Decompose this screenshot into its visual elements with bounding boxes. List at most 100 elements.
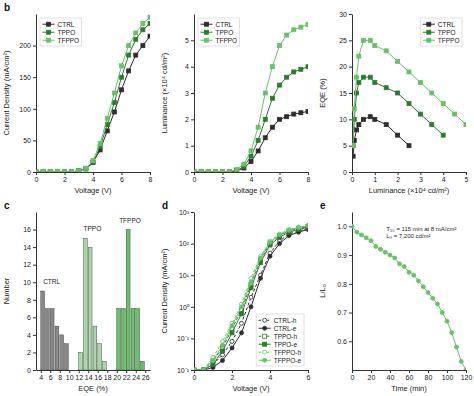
- annotation-line: L₀ = 7,200 cd/m²: [386, 233, 430, 239]
- point: [120, 64, 124, 68]
- tick-mark: [390, 370, 391, 373]
- point: [141, 44, 145, 48]
- axis-line: [194, 15, 195, 173]
- tick-label: 6: [278, 176, 282, 183]
- point: [240, 305, 244, 309]
- tick-label: 10: [66, 374, 74, 381]
- point: [407, 144, 411, 148]
- legend-marker: [427, 38, 431, 42]
- tick-mark: [33, 265, 36, 266]
- tick: 24: [132, 370, 140, 381]
- tick-label: 0.7: [337, 309, 347, 316]
- point: [77, 169, 81, 172]
- point: [306, 224, 308, 228]
- point: [148, 34, 150, 38]
- point: [112, 100, 116, 104]
- point: [306, 224, 308, 228]
- tick-mark: [33, 300, 36, 301]
- point: [441, 133, 445, 137]
- point: [398, 262, 402, 266]
- annotation: TFPPO: [119, 217, 141, 224]
- point: [70, 170, 74, 172]
- plot-area: [194, 223, 308, 370]
- tick: 10: [23, 279, 36, 286]
- tick: 2: [221, 172, 225, 183]
- legend-marker: [205, 30, 209, 34]
- figure: 02468050100150200Voltage (V)Current Dens…: [0, 0, 474, 396]
- point: [134, 53, 138, 57]
- point: [228, 170, 232, 172]
- point: [242, 162, 246, 166]
- point: [396, 91, 400, 95]
- point: [202, 368, 206, 370]
- plot-area: [352, 224, 466, 370]
- tick-mark: [145, 370, 146, 373]
- bar: [122, 309, 126, 370]
- tick: 16: [94, 370, 102, 381]
- tick-label: 2: [63, 176, 67, 183]
- tick-label: 10²: [179, 240, 190, 247]
- point: [421, 285, 425, 289]
- point: [412, 273, 416, 277]
- tick-mark: [191, 40, 194, 41]
- point: [445, 319, 449, 323]
- bar: [55, 326, 59, 370]
- tick-label: 4: [39, 374, 43, 381]
- tick-label: 10⁻²: [177, 367, 190, 374]
- panel: 024610⁻²10⁻¹10⁰10¹10²10³Voltage (V)Curre…: [160, 200, 311, 393]
- tick: 1: [373, 172, 377, 183]
- panel-title: e: [320, 200, 326, 211]
- x-axis-title: Voltage (V): [74, 186, 112, 195]
- tick: 4: [92, 172, 96, 183]
- tick: 26: [142, 370, 150, 381]
- tick-mark: [107, 370, 108, 373]
- point: [112, 110, 116, 114]
- tick-label: 40: [387, 374, 395, 381]
- point: [77, 169, 81, 172]
- panel: 012345051015202530Luminance (×10⁴ cd/m²)…: [318, 11, 469, 195]
- panel-title: b: [4, 2, 10, 13]
- tick: 14: [23, 244, 36, 251]
- tick-mark: [447, 370, 448, 373]
- tick: 50: [23, 137, 36, 144]
- tick-label: 0.6: [337, 338, 347, 345]
- tick-mark: [420, 172, 421, 175]
- y-axis: 012345: [185, 15, 194, 176]
- tick: 10: [339, 116, 352, 123]
- bar: [65, 344, 69, 370]
- point: [418, 80, 422, 84]
- point: [450, 331, 454, 335]
- point: [259, 256, 263, 260]
- point: [84, 166, 88, 170]
- legend-label: TPPO: [216, 29, 234, 36]
- panel-title: d: [162, 200, 168, 211]
- tick: 0: [185, 169, 194, 176]
- point: [249, 305, 253, 309]
- tick-label: 14: [85, 374, 93, 381]
- tick-mark: [375, 172, 376, 175]
- point: [270, 125, 274, 129]
- tick-mark: [280, 172, 281, 175]
- tick-label: 20: [113, 374, 121, 381]
- legend: CTRL-hCTRL-eTPPO-hTPPO-eTFPPO-hTFPPO-e: [256, 314, 304, 366]
- tick-mark: [191, 370, 194, 371]
- point: [194, 368, 196, 370]
- point: [263, 136, 267, 140]
- bar: [79, 352, 83, 370]
- legend-box: [256, 314, 304, 366]
- tick-mark: [409, 370, 410, 373]
- point: [306, 23, 308, 27]
- tick: 10⁻¹: [177, 335, 194, 342]
- point: [355, 128, 359, 132]
- point: [436, 302, 440, 306]
- point: [48, 170, 52, 172]
- point: [407, 70, 411, 74]
- point: [278, 242, 282, 246]
- series-line: [194, 227, 308, 370]
- series-line: [353, 77, 443, 145]
- point: [430, 91, 434, 95]
- point: [299, 67, 303, 71]
- panel: 02468050100150200Voltage (V)Current Dens…: [2, 2, 153, 195]
- panel: 4681012141618202224260246810121416EQE (%…: [2, 200, 151, 393]
- y-axis-title: L/L₀: [318, 284, 327, 298]
